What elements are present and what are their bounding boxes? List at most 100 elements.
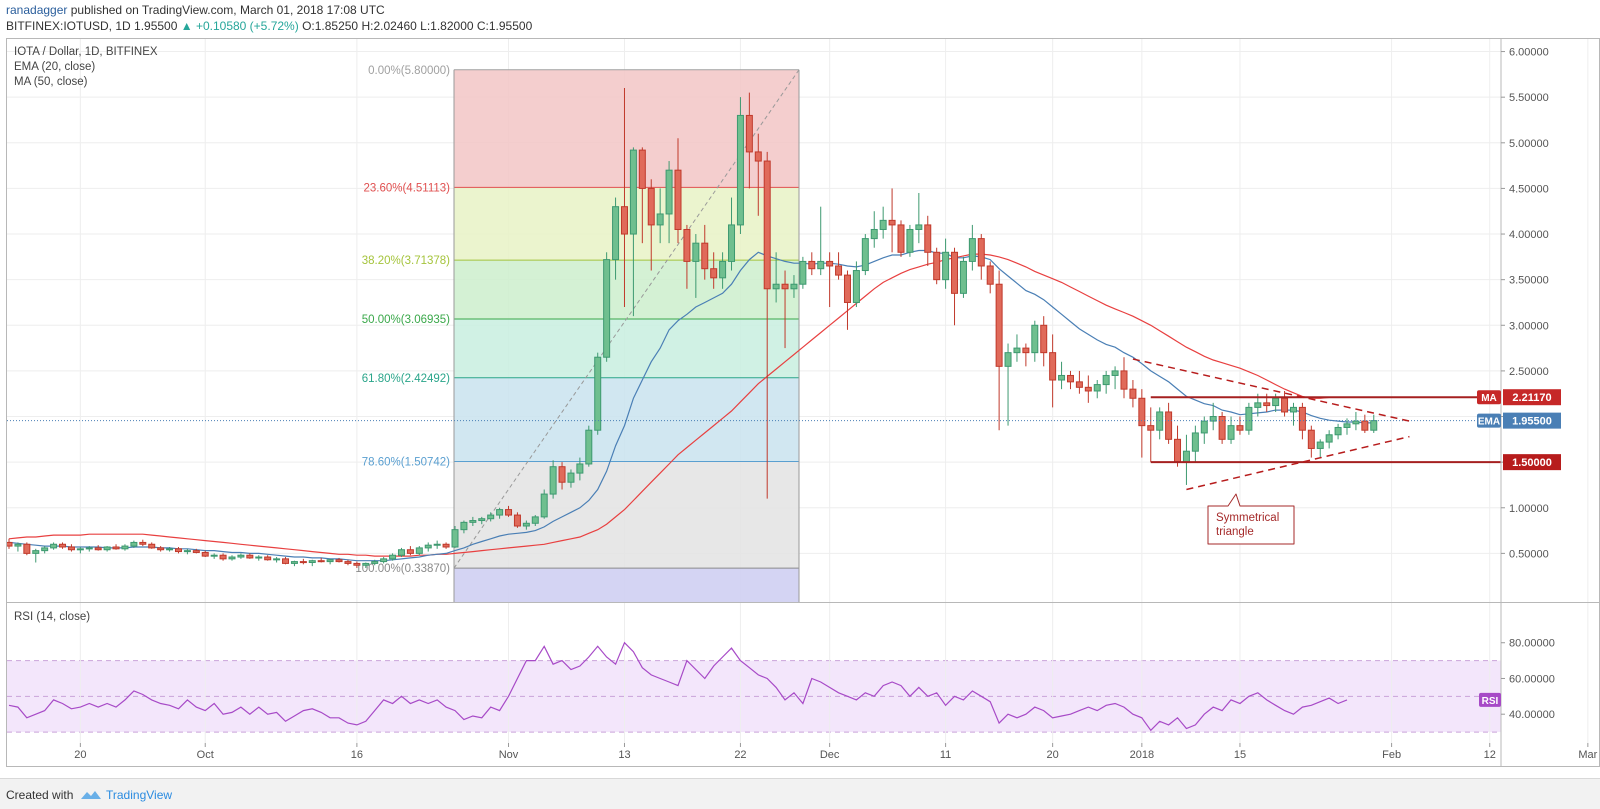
candle-body xyxy=(861,238,869,272)
footer-bar: Created with TradingView xyxy=(0,778,1600,809)
candle-body xyxy=(326,559,334,563)
tradingview-link[interactable]: TradingView xyxy=(106,788,173,802)
candle-body xyxy=(1129,388,1137,399)
candle-body xyxy=(1343,423,1351,428)
symbol-info: BITFINEX:IOTUSD, 1D 1.95500 ▲ +0.10580 (… xyxy=(6,19,532,33)
candle-body xyxy=(76,548,84,551)
price-tag-value: 1.50000 xyxy=(1512,457,1552,469)
time-axis[interactable]: 20Oct16Nov1322Dec1120201815Feb12Mar12 xyxy=(6,743,1600,767)
rsi-pane[interactable]: 40.00000 60.00000 80.00000 RSI xyxy=(6,602,1600,745)
price-tag-value: 1.95500 xyxy=(1512,416,1552,428)
candle-body xyxy=(112,546,120,550)
candle-body xyxy=(951,251,959,294)
candle-body xyxy=(174,548,182,553)
price-tag-label: MA xyxy=(1481,393,1497,404)
candle-body xyxy=(1093,384,1101,392)
created-with-text: Created with xyxy=(6,788,74,802)
candle-body xyxy=(148,543,156,549)
candle-body xyxy=(585,429,593,465)
price-tag-label: EMA xyxy=(1478,417,1500,428)
price-tag-value: 2.21170 xyxy=(1512,392,1551,404)
candle-body xyxy=(85,547,93,550)
price-tick-label: 0.50000 xyxy=(1509,548,1549,560)
candle-body xyxy=(1004,352,1012,367)
candle-body xyxy=(406,549,414,554)
candle-body xyxy=(362,562,370,566)
triangle-lower-line xyxy=(1186,435,1410,491)
candle-body xyxy=(772,283,780,290)
candle-body xyxy=(790,283,798,290)
candle-body xyxy=(1111,370,1119,376)
fib-level-label: 78.60%(1.50742) xyxy=(362,456,450,468)
candle-body xyxy=(576,463,584,474)
time-tick-label: 12 xyxy=(1484,749,1496,761)
candle-body xyxy=(460,521,468,531)
candle-body xyxy=(1066,374,1074,383)
candle-body xyxy=(665,169,673,215)
candle-body xyxy=(121,545,129,550)
candle-body xyxy=(879,219,887,230)
candle-body xyxy=(968,238,976,262)
fib-zone-extension xyxy=(454,568,799,605)
candle-body xyxy=(228,556,236,560)
time-tick-label: 16 xyxy=(351,749,363,761)
rsi-chart[interactable]: 40.00000 60.00000 80.00000 RSI xyxy=(7,603,1600,745)
candle-body xyxy=(603,259,611,358)
candle-body xyxy=(1254,402,1262,408)
fib-zone xyxy=(454,318,799,378)
candle-body xyxy=(719,260,727,279)
price-legend: IOTA / Dollar, 1D, BITFINEX EMA (20, clo… xyxy=(14,45,158,90)
price-chart[interactable]: 0.00%(5.80000) 23.60%(4.51113) 38.20%(3.71… xyxy=(5,39,1600,605)
candle-body xyxy=(32,550,40,554)
rsi-tag-label: RSI xyxy=(1482,696,1499,707)
candle-body xyxy=(246,554,254,559)
candle-body xyxy=(1174,438,1182,463)
candle-body xyxy=(380,558,388,563)
time-axis-svg: 20Oct16Nov1322Dec1120201815Feb12Mar12 xyxy=(74,743,1598,767)
price-tag-box xyxy=(1503,389,1561,406)
price-tick-label: 2.50000 xyxy=(1509,366,1549,378)
candle-body xyxy=(710,268,718,279)
candle-body xyxy=(335,559,343,563)
candle-body xyxy=(67,546,75,551)
candle-body xyxy=(1049,352,1057,381)
candle-body xyxy=(906,228,914,253)
candle-body xyxy=(1031,324,1039,354)
candle-body xyxy=(264,556,272,561)
candle-body xyxy=(781,283,789,290)
candle-body xyxy=(273,558,281,561)
time-tick-label: 15 xyxy=(1234,749,1246,761)
candle-body xyxy=(924,224,932,253)
triangle-upper-line xyxy=(1132,358,1410,422)
price-tag-label-box xyxy=(1477,413,1501,428)
candle-body xyxy=(1218,416,1226,440)
candle-body xyxy=(41,547,49,552)
candle-body xyxy=(50,543,58,549)
candle-body xyxy=(496,509,504,516)
author-link[interactable]: ranadagger xyxy=(6,3,68,17)
candle-body xyxy=(353,562,361,566)
candle-body xyxy=(736,114,744,226)
candle-body xyxy=(843,274,851,303)
candle-body xyxy=(1316,441,1324,449)
candle-body xyxy=(826,260,834,267)
candle-body xyxy=(371,561,379,564)
candle-body xyxy=(1298,406,1306,431)
candle-body xyxy=(1200,420,1208,434)
candle-body xyxy=(986,265,994,285)
candle-body xyxy=(1325,434,1333,443)
fib-level-label: 0.00%(5.80000) xyxy=(368,65,450,77)
time-tick-label: 13 xyxy=(618,749,630,761)
time-tick-label: Mar xyxy=(1578,749,1597,761)
rsi-legend: RSI (14, close) xyxy=(14,611,91,623)
candle-body xyxy=(656,213,664,226)
ema20-line xyxy=(8,249,1374,562)
price-tag-box xyxy=(1503,454,1561,471)
price-pane[interactable]: 0.00%(5.80000) 23.60%(4.51113) 38.20%(3.71… xyxy=(5,38,1600,605)
candle-body xyxy=(130,541,138,547)
candle-body xyxy=(647,187,655,226)
price-tick-label: 3.00000 xyxy=(1509,320,1549,332)
candle-body xyxy=(317,560,325,563)
ma50-line xyxy=(8,253,1356,557)
candle-body xyxy=(995,283,1003,367)
